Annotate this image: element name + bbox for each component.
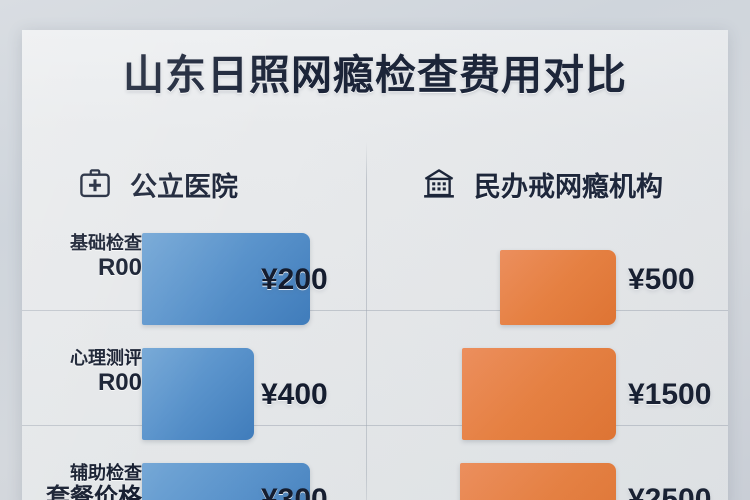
row-label-line1: 辅助检查 <box>70 463 142 483</box>
column-divider <box>366 142 367 500</box>
row-label: 辅助检查 套餐价格 <box>30 463 142 500</box>
bar-public-row-0 <box>142 233 310 325</box>
column-header-public-hospital: 公立医院 <box>78 158 238 210</box>
column-header-private-institution-label: 民办戒网瘾机构 <box>474 171 663 202</box>
bar-private-row-2 <box>460 463 616 500</box>
value-private-row-0: ¥500 <box>628 263 695 296</box>
table-row: 基础检查 R00 ¥200 ¥500 <box>22 195 728 325</box>
title-bar: 山东日照网瘾检查费用对比 <box>22 30 728 112</box>
value-public-row-0: ¥200 <box>261 263 328 296</box>
value-private-row-2: ¥2500 <box>628 483 712 500</box>
bar-public-row-1 <box>142 348 254 440</box>
value-public-row-1: ¥400 <box>261 378 328 411</box>
value-private-row-1: ¥1500 <box>628 378 712 411</box>
bar-public-row-2 <box>142 463 310 500</box>
column-header-public-hospital-label: 公立医院 <box>130 171 238 202</box>
page-title: 山东日照网瘾检查费用对比 <box>123 52 627 98</box>
row-label: 基础检查 R00 <box>30 233 142 283</box>
bar-private-row-0 <box>500 250 616 325</box>
column-header-private-institution: 民办戒网瘾机构 <box>422 158 663 210</box>
institution-building-icon <box>424 169 454 198</box>
row-divider-1 <box>22 310 728 311</box>
row-label-line1: 基础检查 <box>70 233 142 253</box>
row-label-line1: 心理测评 <box>70 348 142 368</box>
row-label-line2: R00 <box>97 369 142 397</box>
medical-kit-icon <box>80 169 110 198</box>
row-label-line2: 套餐价格 <box>46 484 142 500</box>
row-divider-2 <box>22 425 728 426</box>
comparison-card: 山东日照网瘾检查费用对比 公立医院 民办戒网瘾机构 基础检查 <box>22 30 728 500</box>
value-public-row-2: ¥300 <box>261 483 328 500</box>
row-label-line2: R00 <box>97 254 142 282</box>
table-row: 辅助检查 套餐价格 ¥300 ¥2500 <box>22 425 728 500</box>
table-row: 心理测评 R00 ¥400 ¥1500 <box>22 310 728 440</box>
bar-private-row-1 <box>462 348 616 440</box>
row-label: 心理测评 R00 <box>30 348 142 398</box>
